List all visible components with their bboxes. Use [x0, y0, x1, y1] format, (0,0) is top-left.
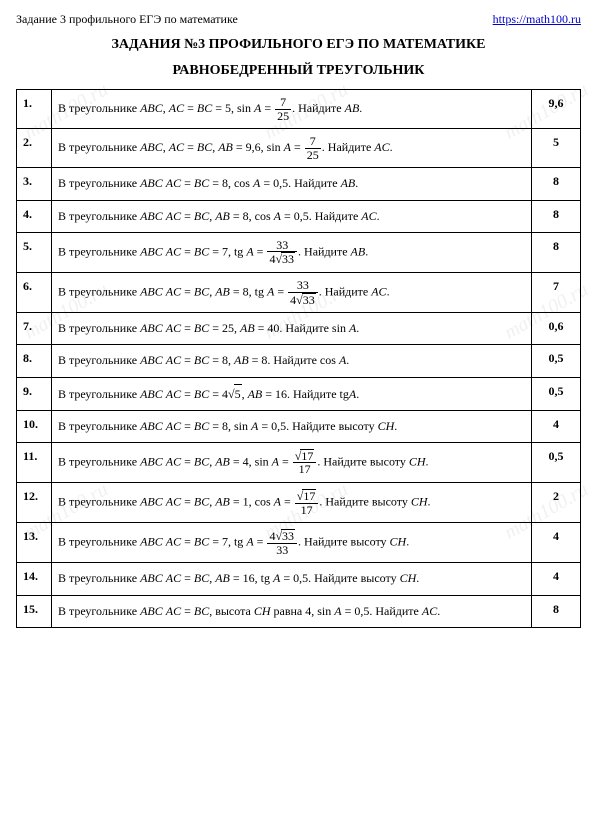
table-row: 1.В треугольнике ABC, AC = BC = 5, sin A…: [17, 90, 581, 129]
problems-table: 1.В треугольнике ABC, AC = BC = 5, sin A…: [16, 89, 581, 628]
problem-text: В треугольнике ABC AC = BC = 25, AB = 40…: [52, 313, 532, 345]
table-row: 14.В треугольнике ABC AC = BC, AB = 16, …: [17, 563, 581, 595]
problem-text: В треугольнике ABC, AC = BC, AB = 9,6, s…: [52, 129, 532, 168]
row-number: 5.: [17, 232, 52, 272]
problem-text: В треугольнике ABC AC = BC, AB = 4, sin …: [52, 442, 532, 482]
answer-cell: 4: [532, 563, 581, 595]
table-row: 8.В треугольнике ABC AC = BC = 8, AB = 8…: [17, 345, 581, 377]
table-row: 7.В треугольнике ABC AC = BC = 25, AB = …: [17, 313, 581, 345]
answer-cell: 0,5: [532, 345, 581, 377]
answer-cell: 8: [532, 168, 581, 200]
row-number: 13.: [17, 523, 52, 563]
row-number: 8.: [17, 345, 52, 377]
table-row: 2.В треугольнике ABC, AC = BC, AB = 9,6,…: [17, 129, 581, 168]
answer-cell: 5: [532, 129, 581, 168]
table-row: 11.В треугольнике ABC AC = BC, AB = 4, s…: [17, 442, 581, 482]
row-number: 7.: [17, 313, 52, 345]
table-row: 6.В треугольнике ABC AC = BC, AB = 8, tg…: [17, 272, 581, 312]
table-row: 3.В треугольнике ABC AC = BC = 8, cos A …: [17, 168, 581, 200]
table-row: 10.В треугольнике ABC AC = BC = 8, sin A…: [17, 410, 581, 442]
answer-cell: 8: [532, 200, 581, 232]
answer-cell: 9,6: [532, 90, 581, 129]
header-link[interactable]: https://math100.ru: [493, 12, 581, 27]
row-number: 1.: [17, 90, 52, 129]
answer-cell: 0,5: [532, 377, 581, 410]
answer-cell: 8: [532, 232, 581, 272]
row-number: 4.: [17, 200, 52, 232]
problem-text: В треугольнике ABC AC = BC, высота CH ра…: [52, 595, 532, 627]
row-number: 14.: [17, 563, 52, 595]
row-number: 6.: [17, 272, 52, 312]
header-left: Задание 3 профильного ЕГЭ по математике: [16, 12, 238, 27]
problem-text: В треугольнике ABC AC = BC = 8, cos A = …: [52, 168, 532, 200]
problem-text: В треугольнике ABC, AC = BC = 5, sin A =…: [52, 90, 532, 129]
row-number: 15.: [17, 595, 52, 627]
answer-cell: 0,6: [532, 313, 581, 345]
answer-cell: 4: [532, 410, 581, 442]
answer-cell: 0,5: [532, 442, 581, 482]
problem-text: В треугольнике ABC AC = BC, AB = 1, cos …: [52, 483, 532, 523]
page-title: ЗАДАНИЯ №3 ПРОФИЛЬНОГО ЕГЭ ПО МАТЕМАТИКЕ: [16, 37, 581, 53]
table-row: 13.В треугольнике ABC AC = BC = 7, tg A …: [17, 523, 581, 563]
answer-cell: 4: [532, 523, 581, 563]
table-row: 9.В треугольнике ABC AC = BC = 45, AB = …: [17, 377, 581, 410]
answer-cell: 7: [532, 272, 581, 312]
problem-text: В треугольнике ABC AC = BC, AB = 8, tg A…: [52, 272, 532, 312]
row-number: 12.: [17, 483, 52, 523]
problem-text: В треугольнике ABC AC = BC = 7, tg A = 4…: [52, 523, 532, 563]
table-row: 5.В треугольнике ABC AC = BC = 7, tg A =…: [17, 232, 581, 272]
problem-text: В треугольнике ABC AC = BC = 8, sin A = …: [52, 410, 532, 442]
row-number: 9.: [17, 377, 52, 410]
answer-cell: 8: [532, 595, 581, 627]
problem-text: В треугольнике ABC AC = BC = 8, AB = 8. …: [52, 345, 532, 377]
problem-text: В треугольнике ABC AC = BC, AB = 8, cos …: [52, 200, 532, 232]
table-row: 12.В треугольнике ABC AC = BC, AB = 1, c…: [17, 483, 581, 523]
row-number: 11.: [17, 442, 52, 482]
problem-text: В треугольнике ABC AC = BC, AB = 16, tg …: [52, 563, 532, 595]
problem-text: В треугольнике ABC AC = BC = 45, AB = 16…: [52, 377, 532, 410]
row-number: 3.: [17, 168, 52, 200]
page-subtitle: РАВНОБЕДРЕННЫЙ ТРЕУГОЛЬНИК: [16, 63, 581, 79]
answer-cell: 2: [532, 483, 581, 523]
row-number: 10.: [17, 410, 52, 442]
table-row: 4.В треугольнике ABC AC = BC, AB = 8, co…: [17, 200, 581, 232]
row-number: 2.: [17, 129, 52, 168]
page-header: Задание 3 профильного ЕГЭ по математике …: [16, 12, 581, 27]
problem-text: В треугольнике ABC AC = BC = 7, tg A = 3…: [52, 232, 532, 272]
table-row: 15.В треугольнике ABC AC = BC, высота CH…: [17, 595, 581, 627]
